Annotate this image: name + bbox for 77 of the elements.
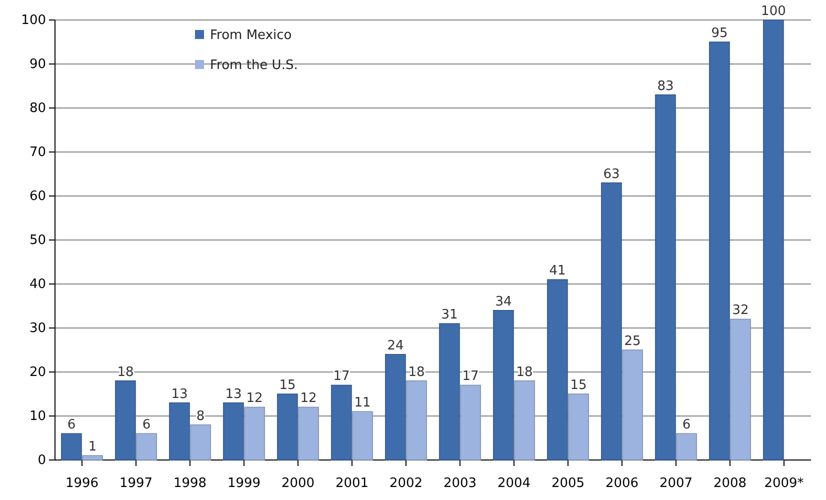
legend-label: From Mexico — [210, 28, 292, 43]
x-tick-label: 1999 — [227, 476, 261, 492]
data-label: 41 — [549, 264, 566, 279]
bar — [622, 350, 643, 460]
bar — [244, 406, 265, 460]
x-tick-label: 2006 — [605, 476, 639, 492]
x-tick-label: 1997 — [119, 476, 153, 492]
y-tick-label: 0 — [38, 453, 46, 468]
bar — [190, 424, 211, 460]
y-tick-label: 50 — [29, 233, 46, 248]
y-tick-label: 80 — [29, 101, 46, 116]
data-label: 1 — [88, 440, 97, 455]
x-tick-label: 2004 — [497, 476, 531, 492]
x-tick-label: 2007 — [659, 476, 693, 492]
bar — [493, 310, 514, 460]
bar — [82, 455, 103, 460]
bar — [439, 323, 460, 460]
y-tick-label: 20 — [29, 365, 46, 380]
data-label: 100 — [761, 4, 786, 19]
bar — [115, 380, 136, 460]
data-label: 6 — [682, 418, 691, 433]
data-label: 15 — [570, 378, 587, 393]
bar — [601, 182, 622, 460]
bar — [514, 380, 535, 460]
data-label: 13 — [171, 386, 188, 402]
y-tick-label: 40 — [29, 277, 46, 292]
data-label: 83 — [657, 78, 674, 94]
data-label: 17 — [462, 369, 479, 384]
bar — [277, 394, 298, 460]
bar — [763, 20, 784, 460]
data-label: 34 — [495, 294, 512, 310]
bar — [406, 380, 427, 460]
data-label: 32 — [732, 303, 749, 318]
data-label: 25 — [624, 334, 641, 349]
x-tick-label: 1998 — [173, 476, 207, 492]
bar — [730, 318, 751, 460]
bar — [331, 384, 352, 460]
bar — [352, 411, 373, 460]
data-label: 11 — [354, 396, 371, 411]
y-tick-label: 10 — [29, 409, 46, 424]
data-label: 6 — [67, 418, 76, 433]
data-label: 6 — [142, 418, 151, 433]
data-label: 63 — [603, 166, 620, 182]
y-tick-label: 90 — [29, 57, 46, 72]
data-label: 24 — [387, 338, 404, 354]
x-tick-label: 2005 — [551, 476, 585, 492]
x-tick-label: 2001 — [335, 476, 369, 492]
x-tick-label: 2002 — [389, 476, 423, 492]
y-tick-label: 60 — [29, 189, 46, 204]
bar — [547, 279, 568, 460]
bar — [298, 406, 319, 460]
data-label: 13 — [225, 386, 242, 402]
bar — [61, 433, 82, 460]
bar — [460, 384, 481, 460]
bar — [568, 394, 589, 460]
bar — [223, 402, 244, 460]
data-label: 31 — [441, 308, 458, 323]
y-tick-label: 30 — [29, 321, 46, 336]
data-label: 95 — [711, 26, 728, 41]
x-tick-label: 1996 — [65, 476, 99, 492]
y-tick-label: 70 — [29, 145, 46, 160]
bar — [385, 354, 406, 460]
data-label: 17 — [333, 369, 350, 384]
bar — [655, 94, 676, 460]
x-tick-label: 2003 — [443, 476, 477, 492]
bar — [709, 42, 730, 460]
data-label: 15 — [279, 378, 296, 393]
x-tick-label: 2000 — [281, 476, 315, 492]
x-tick-label: 2009* — [764, 476, 804, 492]
data-label: 12 — [246, 391, 263, 406]
bar — [136, 433, 157, 460]
legend-label: From the U.S. — [210, 58, 298, 73]
data-label: 12 — [300, 391, 317, 406]
y-tick-label: 100 — [21, 13, 46, 28]
bar — [676, 433, 697, 460]
x-tick-label: 2008 — [713, 476, 747, 492]
bar — [169, 402, 190, 460]
